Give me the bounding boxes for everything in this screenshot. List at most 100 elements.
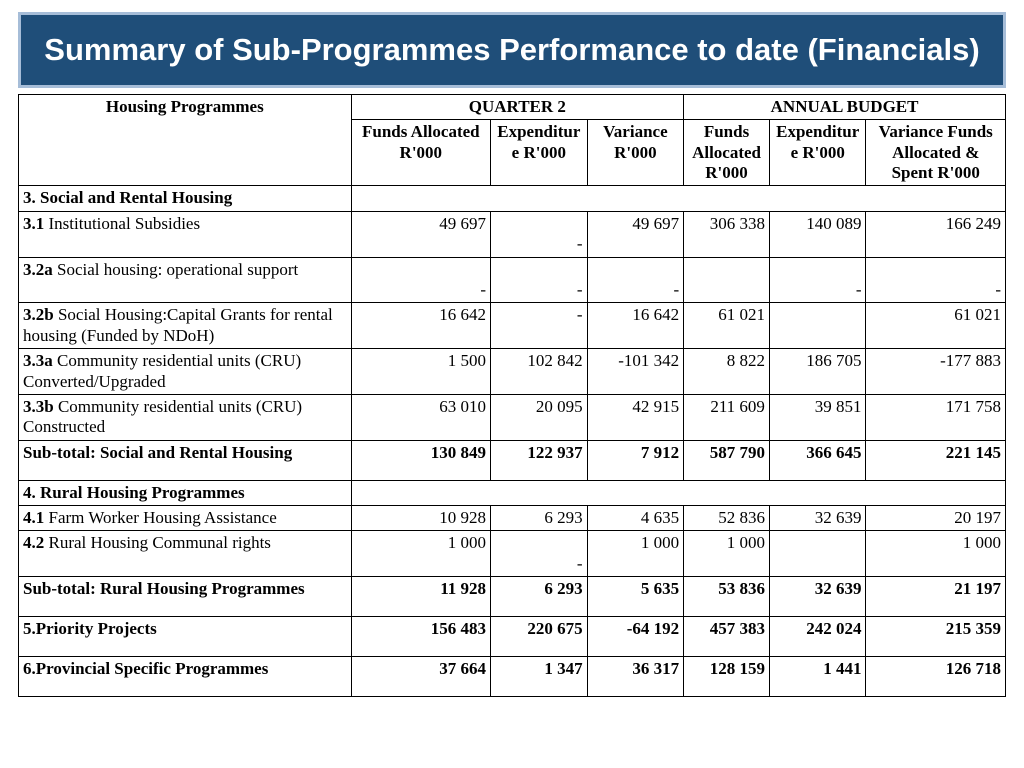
cell-q_exp: 1 347 — [491, 657, 588, 697]
cell-q_var: 5 635 — [587, 577, 684, 617]
table-row: 3.2a Social housing: operational support… — [19, 257, 1006, 303]
section-spacer — [351, 186, 1005, 211]
section-label: 3. Social and Rental Housing — [19, 186, 352, 211]
table-row: 3.3b Community residential units (CRU) C… — [19, 394, 1006, 440]
cell-q_funds: 156 483 — [351, 617, 490, 657]
row-label: 3.3a Community residential units (CRU) C… — [19, 349, 352, 395]
header-row-1: Housing Programmes QUARTER 2 ANNUAL BUDG… — [19, 94, 1006, 119]
cell-q_exp: - — [491, 303, 588, 349]
section-label: 4. Rural Housing Programmes — [19, 480, 352, 505]
cell-q_var: 49 697 — [587, 211, 684, 257]
col-header-q-funds: Funds Allocated R'000 — [351, 120, 490, 186]
cell-a_var: 221 145 — [866, 440, 1006, 480]
cell-a_funds: 61 021 — [684, 303, 770, 349]
col-header-a-funds: Funds Allocated R'000 — [684, 120, 770, 186]
cell-a_exp: 366 645 — [769, 440, 866, 480]
cell-a_exp: 32 639 — [769, 506, 866, 531]
row-label: 3.2b Social Housing:Capital Grants for r… — [19, 303, 352, 349]
cell-q_var: 36 317 — [587, 657, 684, 697]
col-group-annual: ANNUAL BUDGET — [684, 94, 1006, 119]
cell-a_funds: 587 790 — [684, 440, 770, 480]
cell-a_exp: 1 441 — [769, 657, 866, 697]
col-header-programmes: Housing Programmes — [19, 94, 352, 186]
cell-a_exp — [769, 531, 866, 577]
cell-a_var: 1 000 — [866, 531, 1006, 577]
table-row: 3.2b Social Housing:Capital Grants for r… — [19, 303, 1006, 349]
row-label: 5.Priority Projects — [19, 617, 352, 657]
cell-a_var: 21 197 — [866, 577, 1006, 617]
cell-q_var: -64 192 — [587, 617, 684, 657]
row-label: 4.2 Rural Housing Communal rights — [19, 531, 352, 577]
cell-q_var: 4 635 — [587, 506, 684, 531]
section-spacer — [351, 480, 1005, 505]
cell-a_var: - — [866, 257, 1006, 303]
cell-a_var: 166 249 — [866, 211, 1006, 257]
cell-q_exp: 102 842 — [491, 349, 588, 395]
cell-q_exp: - — [491, 211, 588, 257]
cell-q_funds: 16 642 — [351, 303, 490, 349]
cell-a_var: 126 718 — [866, 657, 1006, 697]
cell-a_var: 171 758 — [866, 394, 1006, 440]
cell-a_funds: 211 609 — [684, 394, 770, 440]
cell-q_funds: 11 928 — [351, 577, 490, 617]
cell-a_funds: 8 822 — [684, 349, 770, 395]
table-row: 4.2 Rural Housing Communal rights1 000-1… — [19, 531, 1006, 577]
cell-q_funds: - — [351, 257, 490, 303]
table-row: 3.3a Community residential units (CRU) C… — [19, 349, 1006, 395]
row-label: Sub-total: Social and Rental Housing — [19, 440, 352, 480]
cell-q_funds: 130 849 — [351, 440, 490, 480]
cell-a_var: -177 883 — [866, 349, 1006, 395]
col-header-a-var: Variance Funds Allocated & Spent R'000 — [866, 120, 1006, 186]
cell-q_var: -101 342 — [587, 349, 684, 395]
cell-a_exp: 186 705 — [769, 349, 866, 395]
cell-a_exp — [769, 303, 866, 349]
cell-q_exp: - — [491, 531, 588, 577]
table-row: 5.Priority Projects156 483220 675-64 192… — [19, 617, 1006, 657]
cell-q_exp: 6 293 — [491, 506, 588, 531]
row-label: 3.2a Social housing: operational support — [19, 257, 352, 303]
col-group-quarter2: QUARTER 2 — [351, 94, 684, 119]
page-title: Summary of Sub-Programmes Performance to… — [18, 12, 1006, 88]
cell-a_funds: 53 836 — [684, 577, 770, 617]
table-row: 4. Rural Housing Programmes — [19, 480, 1006, 505]
cell-a_funds — [684, 257, 770, 303]
cell-q_var: - — [587, 257, 684, 303]
financials-table: Housing Programmes QUARTER 2 ANNUAL BUDG… — [18, 94, 1006, 697]
cell-q_var: 1 000 — [587, 531, 684, 577]
cell-q_exp: 20 095 — [491, 394, 588, 440]
row-label: 6.Provincial Specific Programmes — [19, 657, 352, 697]
cell-q_var: 7 912 — [587, 440, 684, 480]
table-row: Sub-total: Rural Housing Programmes11 92… — [19, 577, 1006, 617]
cell-a_funds: 128 159 — [684, 657, 770, 697]
cell-q_funds: 10 928 — [351, 506, 490, 531]
cell-q_exp: 220 675 — [491, 617, 588, 657]
row-label: 3.3b Community residential units (CRU) C… — [19, 394, 352, 440]
cell-a_funds: 52 836 — [684, 506, 770, 531]
col-header-q-var: Variance R'000 — [587, 120, 684, 186]
cell-q_var: 42 915 — [587, 394, 684, 440]
table-row: 6.Provincial Specific Programmes37 6641 … — [19, 657, 1006, 697]
cell-a_exp: 242 024 — [769, 617, 866, 657]
table-row: 4.1 Farm Worker Housing Assistance10 928… — [19, 506, 1006, 531]
row-label: 4.1 Farm Worker Housing Assistance — [19, 506, 352, 531]
cell-q_var: 16 642 — [587, 303, 684, 349]
col-header-q-exp: Expenditure R'000 — [491, 120, 588, 186]
cell-a_var: 215 359 — [866, 617, 1006, 657]
table-row: 3. Social and Rental Housing — [19, 186, 1006, 211]
cell-q_funds: 1 000 — [351, 531, 490, 577]
col-header-a-exp: Expenditure R'000 — [769, 120, 866, 186]
cell-q_funds: 1 500 — [351, 349, 490, 395]
cell-a_funds: 1 000 — [684, 531, 770, 577]
cell-a_var: 61 021 — [866, 303, 1006, 349]
cell-q_funds: 49 697 — [351, 211, 490, 257]
cell-q_funds: 63 010 — [351, 394, 490, 440]
cell-a_exp: 39 851 — [769, 394, 866, 440]
cell-q_exp: 6 293 — [491, 577, 588, 617]
row-label: Sub-total: Rural Housing Programmes — [19, 577, 352, 617]
cell-a_funds: 306 338 — [684, 211, 770, 257]
cell-q_exp: - — [491, 257, 588, 303]
cell-q_funds: 37 664 — [351, 657, 490, 697]
row-label: 3.1 Institutional Subsidies — [19, 211, 352, 257]
cell-a_exp: 140 089 — [769, 211, 866, 257]
cell-a_funds: 457 383 — [684, 617, 770, 657]
